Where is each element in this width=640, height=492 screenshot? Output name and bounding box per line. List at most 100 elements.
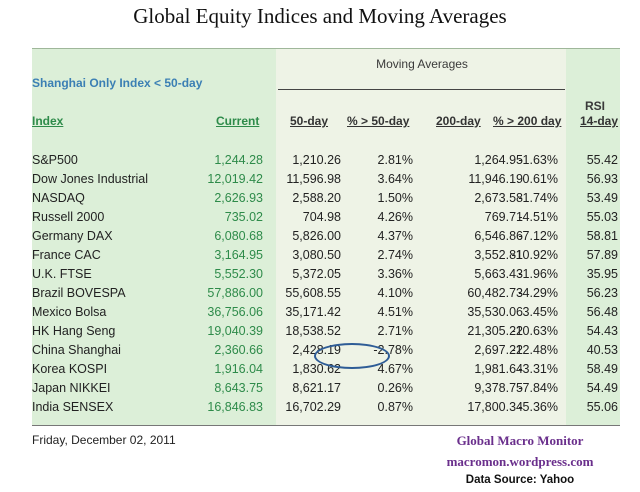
rsi-value: 58.81 (586, 229, 618, 243)
current-value: 735.02 (224, 210, 263, 224)
rsi-band (566, 48, 620, 426)
ma50-value: 55,608.55 (285, 286, 341, 300)
left-band (32, 48, 276, 426)
pct200-value: 0.61% (522, 172, 558, 186)
index-name: HK Hang Seng (32, 324, 116, 338)
ma200-value: 17,800.34 (467, 400, 523, 414)
rsi-value: 54.43 (586, 324, 618, 338)
index-name: Mexico Bolsa (32, 305, 107, 319)
index-name: China Shanghai (32, 343, 121, 357)
index-name: S&P500 (32, 153, 78, 167)
ma50-value: 11,596.98 (286, 172, 341, 186)
ma200-value: 1,264.95 (474, 153, 523, 167)
ma200-value: 2,673.58 (474, 191, 523, 205)
pct200-value: 3.45% (522, 305, 558, 319)
table-row: HK Hang Seng 19,040.39 18,538.52 2.71% 21,30… (32, 323, 620, 342)
ma200-value: 35,530.06 (467, 305, 523, 319)
ma50-value: 704.98 (302, 210, 341, 224)
pct50-value: 4.37% (377, 229, 413, 243)
table-row: NASDAQ 2,626.93 2,588.20 1.50% 2,673.58 -1.74… (32, 190, 620, 209)
rsi-value: 35.95 (586, 267, 618, 281)
current-value: 2,626.93 (214, 191, 263, 205)
ma200-value: 1,981.64 (474, 362, 523, 376)
ma50-value: 3,080.50 (292, 248, 341, 262)
table-row: Germany DAX 6,080.68 5,826.00 4.37% 6,546.86… (32, 228, 620, 247)
col-200-day: 200-day (436, 114, 481, 128)
index-name: Brazil BOVESPA (32, 286, 126, 300)
current-value: 8,643.75 (214, 381, 263, 395)
ma50-value: 5,826.00 (292, 229, 341, 243)
pct50-value: 4.51% (377, 305, 413, 319)
rsi-value: 40.53 (586, 343, 618, 357)
ma200-value: 769.71 (484, 210, 523, 224)
pct200-value: -1.63% (518, 153, 558, 167)
ma50-value: 1,210.26 (292, 153, 341, 167)
index-name: France CAC (32, 248, 101, 262)
ma50-value: 5,372.05 (292, 267, 341, 281)
table-bottom-rule (32, 425, 620, 426)
current-value: 2,360.66 (214, 343, 263, 357)
pct50-value: 4.10% (377, 286, 413, 300)
highlight-circle (314, 343, 390, 369)
pct50-value: 2.71% (377, 324, 413, 338)
table-row: France CAC 3,164.95 3,080.50 2.74% 3,552.81-… (32, 247, 620, 266)
index-name: NASDAQ (32, 191, 85, 205)
index-name: U.K. FTSE (32, 267, 92, 281)
pct200-value: -1.96% (518, 267, 558, 281)
pct200-value: -7.84% (518, 381, 558, 395)
current-value: 5,552.30 (214, 267, 263, 281)
table-row: U.K. FTSE 5,552.30 5,372.05 3.36% 5,663.43 -1… (32, 266, 620, 285)
pct50-value: 1.50% (377, 191, 413, 205)
ma200-value: 5,663.43 (474, 267, 523, 281)
moving-averages-rule (278, 89, 565, 90)
ma50-value: 35,171.42 (285, 305, 341, 319)
pct50-value: 0.87% (377, 400, 413, 414)
table-row: Japan NIKKEI 8,643.75 8,621.17 0.26% 9,378.7… (32, 380, 620, 399)
pct50-value: 3.36% (377, 267, 413, 281)
pct200-value: -10.63% (511, 324, 558, 338)
current-value: 1,244.28 (214, 153, 263, 167)
index-name: Korea KOSPI (32, 362, 108, 376)
pct50-value: 4.67% (377, 362, 413, 376)
rsi-value: 56.48 (586, 305, 618, 319)
ma50-value: 8,621.17 (292, 381, 341, 395)
current-value: 1,916.04 (214, 362, 263, 376)
rsi-value: 55.06 (586, 400, 618, 414)
rsi-value: 54.49 (586, 381, 618, 395)
pct50-value: 2.74% (377, 248, 413, 262)
current-value: 6,080.68 (214, 229, 263, 243)
shanghai-note: Shanghai Only Index < 50-day (32, 76, 203, 90)
pct200-value: -4.29% (518, 286, 558, 300)
rsi-heading: RSI (584, 99, 605, 113)
index-name: Japan NIKKEI (32, 381, 111, 395)
ma50-value: 16,702.29 (285, 400, 341, 414)
table-row: Brazil BOVESPA 57,886.00 55,608.55 4.10% 60,… (32, 285, 620, 304)
col-50-day: 50-day (290, 114, 329, 128)
pct200-value: -1.74% (518, 191, 558, 205)
rsi-value: 56.23 (586, 286, 618, 300)
table-rows: S&P500 1,244.28 1,210.26 2.81% 1,264.95 -1.63… (32, 152, 620, 418)
table-row: India SENSEX 16,846.83 16,702.29 0.87% 17,80… (32, 399, 620, 418)
current-value: 12,019.42 (207, 172, 263, 186)
pct50-value: 3.64% (377, 172, 413, 186)
ma200-value: 9,378.75 (474, 381, 523, 395)
moving-averages-heading: Moving Averages (376, 57, 468, 71)
rsi-value: 58.49 (586, 362, 618, 376)
table-top-rule (32, 48, 620, 49)
current-value: 3,164.95 (214, 248, 263, 262)
table-row: Korea KOSPI 1,916.04 1,830.62 4.67% 1,981.64… (32, 361, 620, 380)
indices-table: Shanghai Only Index < 50-day Moving Aver… (32, 48, 620, 426)
pct200-value: -7.12% (518, 229, 558, 243)
col-rsi-14-day: 14-day (580, 114, 619, 128)
pct50-value: 0.26% (377, 381, 413, 395)
ma200-value: 11,946.19 (468, 172, 523, 186)
table-row: S&P500 1,244.28 1,210.26 2.81% 1,264.95 -1.63… (32, 152, 620, 171)
current-value: 16,846.83 (207, 400, 263, 414)
col-index: Index (32, 114, 64, 128)
table-row: Mexico Bolsa 36,756.06 35,171.42 4.51% 35,53… (32, 304, 620, 323)
ma50-value: 18,538.52 (285, 324, 341, 338)
table-row: Russell 2000 735.02 704.98 4.26% 769.71 -4.51… (32, 209, 620, 228)
ma200-value: 60,482.73 (467, 286, 523, 300)
page-title: Global Equity Indices and Moving Average… (133, 4, 507, 28)
current-value: 36,756.06 (207, 305, 263, 319)
